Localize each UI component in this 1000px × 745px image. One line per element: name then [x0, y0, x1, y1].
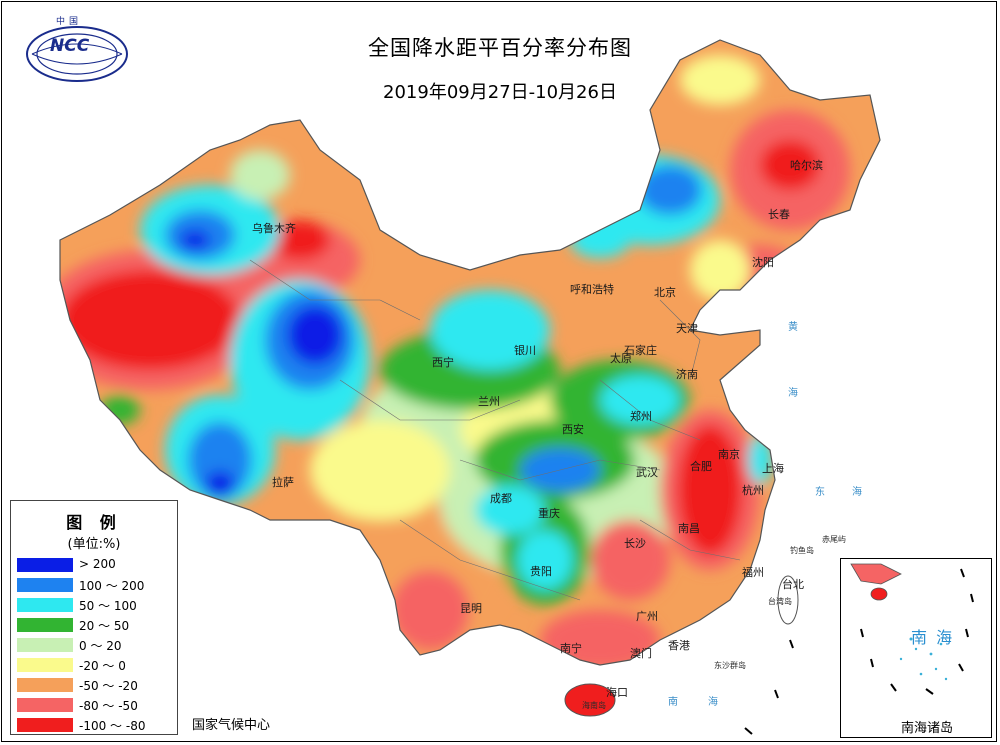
legend-row: 20 ～ 50 [17, 617, 177, 633]
city-label: 香港 [668, 639, 690, 652]
city-label: 南昌 [678, 522, 700, 535]
sea-label: 南 [668, 697, 678, 708]
legend-row: -80 ～ -50 [17, 697, 177, 713]
legend-label: -100 ～ -80 [79, 719, 146, 733]
island-label: 赤尾屿 [822, 535, 846, 544]
legend-label: 0 ～ 20 [79, 639, 122, 653]
map-title: 全国降水距平百分率分布图 [368, 36, 632, 60]
legend: 图 例 (单位:%) > 200 100 ～ 200 50 ～ 100 20 ～ 50… [10, 500, 178, 735]
legend-swatch [17, 658, 73, 672]
city-label: 北京 [654, 286, 676, 299]
legend-swatch [17, 638, 73, 652]
city-label: 福州 [742, 566, 764, 579]
legend-row: 50 ～ 100 [17, 597, 177, 613]
sea-label: 东 [815, 487, 825, 498]
city-label: 上海 [762, 462, 784, 475]
legend-swatch [17, 698, 73, 712]
city-label: 广州 [636, 610, 658, 623]
legend-swatch [17, 558, 73, 572]
inset-title: 南海诸岛 [901, 721, 954, 736]
hainan-island [564, 683, 616, 717]
island-label: 台湾岛 [768, 597, 792, 606]
legend-row: > 200 [17, 557, 177, 573]
legend-label: -80 ～ -50 [79, 699, 138, 713]
city-label: 乌鲁木齐 [252, 222, 296, 235]
legend-label: -50 ～ -20 [79, 679, 138, 693]
city-label: 兰州 [478, 395, 500, 408]
map-subtitle: 2019年09月27日-10月26日 [383, 82, 617, 103]
city-label: 天津 [676, 322, 698, 335]
logo-label: 中国 [56, 17, 83, 27]
sea-label: 海 [708, 697, 718, 708]
island-label: 东沙群岛 [714, 661, 746, 670]
legend-label: 20 ～ 50 [79, 619, 130, 633]
legend-label: 50 ～ 100 [79, 599, 137, 613]
legend-row: -20 ～ 0 [17, 657, 177, 673]
legend-row: -100 ～ -80 [17, 717, 177, 733]
province-boundaries [249, 259, 741, 601]
inset-sea-label: 南 海 [911, 628, 955, 647]
city-label: 长春 [768, 208, 790, 221]
sea-label: 海 [852, 487, 862, 498]
city-label: 济南 [676, 368, 698, 381]
legend-label: -20 ～ 0 [79, 659, 126, 673]
city-label: 贵阳 [530, 565, 552, 578]
city-label: 杭州 [742, 484, 764, 497]
sea-label: 黄 [788, 322, 798, 333]
city-label: 成都 [490, 492, 512, 505]
sea-boundary-dashes [744, 639, 794, 735]
legend-unit: (单位:%) [67, 537, 121, 552]
legend-row: -50 ～ -20 [17, 677, 177, 693]
city-label: 澳门 [630, 647, 652, 660]
logo-text: NCC [50, 36, 90, 56]
ncc-logo [24, 14, 130, 84]
city-label: 石家庄 [624, 344, 657, 357]
city-label: 重庆 [538, 507, 560, 520]
city-label: 武汉 [636, 466, 658, 479]
city-label: 西宁 [432, 356, 454, 369]
taiwan-island [777, 575, 799, 625]
legend-swatch [17, 718, 73, 732]
legend-row: 0 ～ 20 [17, 637, 177, 653]
legend-row: 100 ～ 200 [17, 577, 177, 593]
city-label: 长沙 [624, 537, 646, 550]
south-china-sea-inset: 南 海 南海诸岛 [840, 558, 992, 738]
city-label: 海口 [606, 686, 628, 699]
legend-swatch [17, 598, 73, 612]
city-label: 西安 [562, 423, 584, 436]
city-label: 昆明 [460, 602, 482, 615]
city-label: 沈阳 [752, 256, 774, 269]
inset-map [850, 563, 974, 695]
island-label: 海南岛 [582, 701, 606, 710]
source-label: 国家气候中心 [192, 718, 271, 733]
legend-label: 100 ～ 200 [79, 579, 145, 593]
city-label: 台北 [782, 578, 804, 591]
city-label: 南京 [718, 448, 740, 461]
city-label: 拉萨 [272, 476, 294, 489]
city-label: 呼和浩特 [570, 283, 614, 296]
sea-label: 海 [788, 388, 798, 399]
legend-label: > 200 [79, 557, 116, 571]
city-label: 银川 [514, 344, 536, 357]
city-label: 太原 [610, 352, 632, 365]
legend-title: 图 例 [66, 513, 122, 532]
city-label: 哈尔滨 [790, 159, 823, 172]
city-label: 郑州 [630, 410, 652, 423]
city-label: 合肥 [690, 460, 712, 473]
city-label: 南宁 [560, 642, 582, 655]
island-label: 钓鱼岛 [790, 546, 814, 555]
legend-swatch [17, 618, 73, 632]
legend-swatch [17, 578, 73, 592]
legend-swatch [17, 678, 73, 692]
